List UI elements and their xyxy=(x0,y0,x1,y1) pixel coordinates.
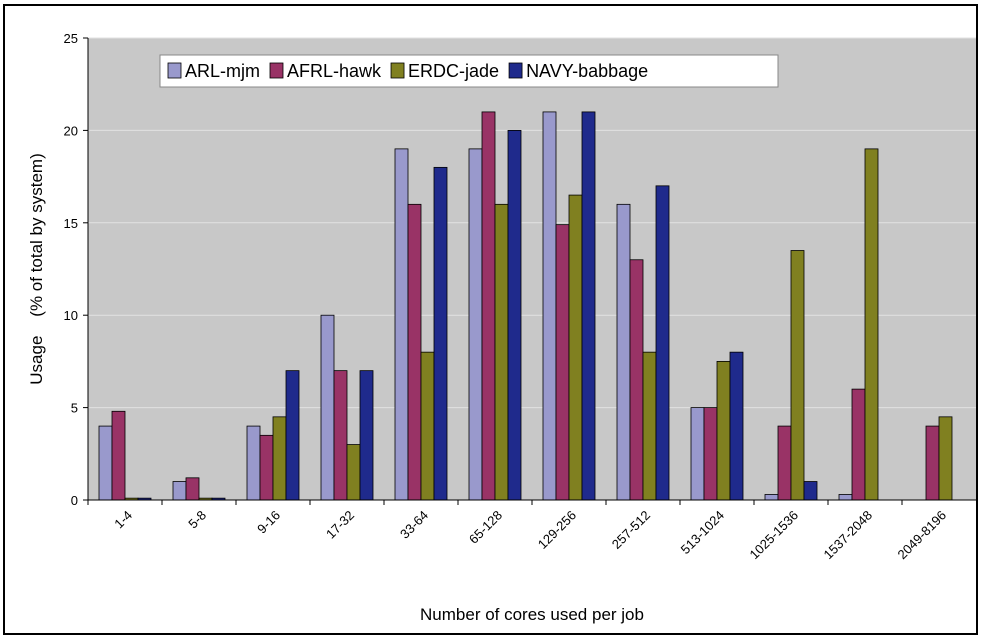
bar-arl-mjm-5-8 xyxy=(172,481,187,501)
bar-afrl-hawk-513-1024 xyxy=(703,407,718,501)
gridlines xyxy=(88,37,976,409)
bar-arl-mjm-17-32 xyxy=(320,314,335,501)
bar-navy-babbage-513-1024 xyxy=(729,351,744,501)
x-tick-label: 1-4 xyxy=(111,508,135,532)
x-tick-label: 129-256 xyxy=(535,508,579,552)
bar-arl-mjm-33-64 xyxy=(394,148,409,501)
bar-erdc-jade-257-512 xyxy=(642,351,657,501)
bar-afrl-hawk-33-64 xyxy=(407,203,422,501)
bar-arl-mjm-257-512 xyxy=(616,203,631,501)
bar-erdc-jade-65-128 xyxy=(494,203,509,501)
bar-arl-mjm-513-1024 xyxy=(690,407,705,501)
y-axis-title: Usage (% of total by system) xyxy=(27,153,46,384)
x-tick-label: 17-32 xyxy=(323,508,357,542)
bar-afrl-hawk-2049-8196 xyxy=(925,425,940,501)
legend-label: ARL-mjm xyxy=(185,61,260,81)
bar-erdc-jade-33-64 xyxy=(420,351,435,501)
bar-afrl-hawk-1537-2048 xyxy=(851,388,866,501)
x-axis-title: Number of cores used per job xyxy=(420,605,644,624)
bar-erdc-jade-2049-8196 xyxy=(938,416,953,501)
y-tick-label: 25 xyxy=(64,31,78,46)
bar-afrl-hawk-257-512 xyxy=(629,259,644,501)
legend-label: AFRL-hawk xyxy=(287,61,382,81)
bar-afrl-hawk-129-256 xyxy=(555,224,570,501)
bar-navy-babbage-17-32 xyxy=(359,370,374,501)
bar-arl-mjm-1025-1536 xyxy=(764,494,779,501)
bar-arl-mjm-9-16 xyxy=(246,425,261,501)
y-tick-label: 10 xyxy=(64,308,78,323)
plot-area xyxy=(88,38,976,500)
bar-afrl-hawk-65-128 xyxy=(481,111,496,501)
legend-swatch xyxy=(167,62,182,79)
legend: ARL-mjm AFRL-hawk ERDC-jade NAVY-babbage xyxy=(159,54,779,88)
legend-swatch xyxy=(390,62,405,79)
x-tick-labels: 1-4 5-8 9-16 17-32 33-64 65-128 129-256 257-512… xyxy=(87,500,950,563)
x-tick-label: 257-512 xyxy=(609,508,653,552)
y-tick-label: 20 xyxy=(64,123,78,138)
legend-swatch xyxy=(269,62,284,79)
y-tick-label: 5 xyxy=(71,401,78,416)
bar-afrl-hawk-9-16 xyxy=(259,434,274,501)
bar-navy-babbage-33-64 xyxy=(433,166,448,501)
bar-navy-babbage-257-512 xyxy=(655,185,670,501)
x-tick-label: 5-8 xyxy=(185,508,209,532)
x-tick-label: 9-16 xyxy=(254,508,283,537)
x-tick-label: 2049-8196 xyxy=(895,508,950,563)
bar-erdc-jade-9-16 xyxy=(272,416,287,501)
bar-arl-mjm-129-256 xyxy=(542,111,557,501)
bars xyxy=(98,111,953,501)
x-tick-label: 1537-2048 xyxy=(821,508,876,563)
bar-navy-babbage-1025-1536 xyxy=(803,481,818,501)
bar-arl-mjm-1-4 xyxy=(98,425,113,501)
legend-label: NAVY-babbage xyxy=(526,61,648,81)
x-tick-label: 513-1024 xyxy=(678,508,727,557)
legend-label: ERDC-jade xyxy=(408,61,499,81)
bar-navy-babbage-65-128 xyxy=(507,129,522,501)
bar-navy-babbage-9-16 xyxy=(285,370,300,501)
bar-erdc-jade-513-1024 xyxy=(716,360,731,501)
bar-afrl-hawk-5-8 xyxy=(185,477,200,501)
bar-navy-babbage-129-256 xyxy=(581,111,596,501)
x-tick-label: 1025-1536 xyxy=(747,508,802,563)
bar-erdc-jade-1537-2048 xyxy=(864,148,879,501)
legend-swatch xyxy=(508,62,523,79)
bar-arl-mjm-65-128 xyxy=(468,148,483,501)
bar-erdc-jade-1025-1536 xyxy=(790,250,805,501)
bar-arl-mjm-1537-2048 xyxy=(838,494,853,501)
y-tick-label: 15 xyxy=(64,216,78,231)
bar-afrl-hawk-1025-1536 xyxy=(777,425,792,501)
legend-items: ARL-mjm AFRL-hawk ERDC-jade NAVY-babbage xyxy=(167,61,648,81)
bar-erdc-jade-17-32 xyxy=(346,444,361,501)
x-tick-label: 65-128 xyxy=(466,508,505,547)
bar-afrl-hawk-17-32 xyxy=(333,370,348,501)
legend-box xyxy=(159,54,779,88)
x-tick-label: 33-64 xyxy=(397,508,431,542)
bar-erdc-jade-129-256 xyxy=(568,194,583,501)
y-tick-labels: 0 5 10 15 20 25 xyxy=(64,31,88,508)
bar-afrl-hawk-1-4 xyxy=(111,410,126,501)
y-tick-label: 0 xyxy=(71,493,78,508)
